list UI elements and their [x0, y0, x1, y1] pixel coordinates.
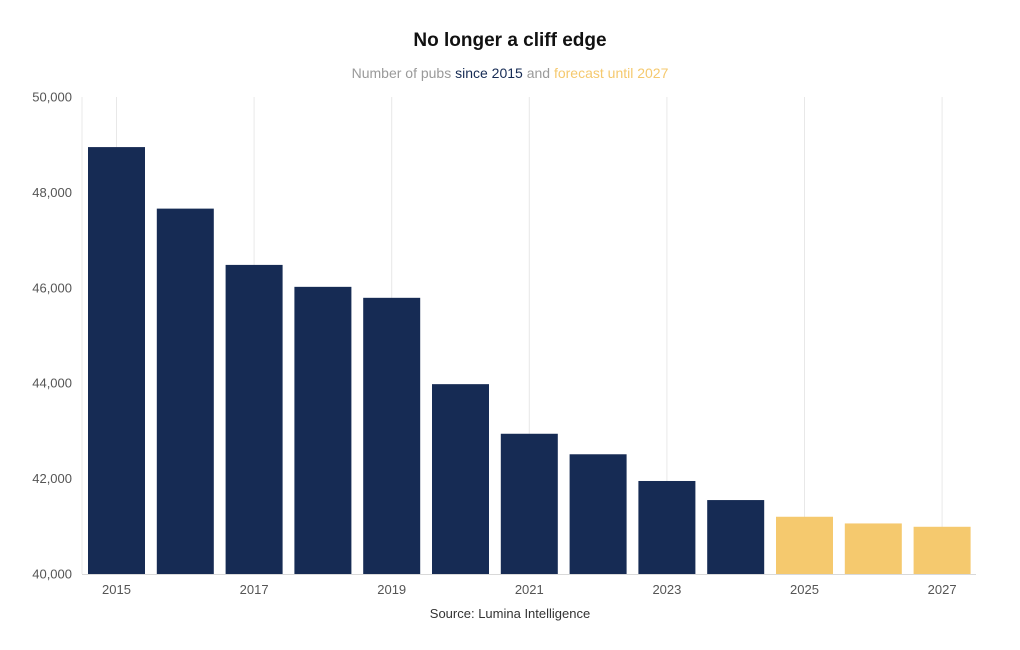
- bar-2023: [638, 480, 696, 574]
- bar-2020: [432, 384, 489, 574]
- x-tick-label: 2027: [928, 582, 957, 597]
- y-tick-label: 42,000: [32, 471, 72, 486]
- y-tick-label: 46,000: [32, 280, 72, 295]
- subtitle-connector: and: [522, 65, 554, 81]
- bar-2018: [294, 286, 352, 574]
- bars: [88, 147, 971, 575]
- bar-2017: [225, 264, 283, 574]
- x-tick-label: 2023: [652, 582, 681, 597]
- bar-2022: [569, 454, 627, 574]
- bar-2016: [156, 208, 214, 575]
- bar-forecast-2025: [776, 516, 833, 574]
- x-tick-label: 2021: [515, 582, 544, 597]
- chart-source: Source: Lumina Intelligence: [429, 606, 591, 621]
- bar-2024: [707, 500, 765, 574]
- y-tick-label: 44,000: [32, 376, 72, 391]
- x-tick-label: 2019: [377, 582, 406, 597]
- subtitle-prefix: Number of pubs: [351, 65, 456, 81]
- y-tick-label: 48,000: [32, 185, 72, 200]
- x-tick-label: 2015: [102, 582, 131, 597]
- bar-forecast-2026: [844, 523, 902, 574]
- bar-2021: [500, 433, 558, 574]
- bar-2015: [88, 147, 145, 574]
- y-tick-label: 50,000: [32, 90, 72, 105]
- bar-2019: [363, 297, 421, 574]
- subtitle-actual-label: since 2015: [455, 65, 523, 81]
- x-tick-label: 2025: [790, 582, 819, 597]
- bar-forecast-2027: [913, 526, 971, 574]
- subtitle-forecast-label: forecast until 2027: [553, 65, 669, 81]
- y-tick-label: 40,000: [32, 567, 72, 582]
- x-tick-label: 2017: [240, 582, 269, 597]
- chart-title: No longer a cliff edge: [413, 30, 607, 51]
- chart-subtitle: Number of pubs since 2015 and forecast u…: [0, 65, 1020, 81]
